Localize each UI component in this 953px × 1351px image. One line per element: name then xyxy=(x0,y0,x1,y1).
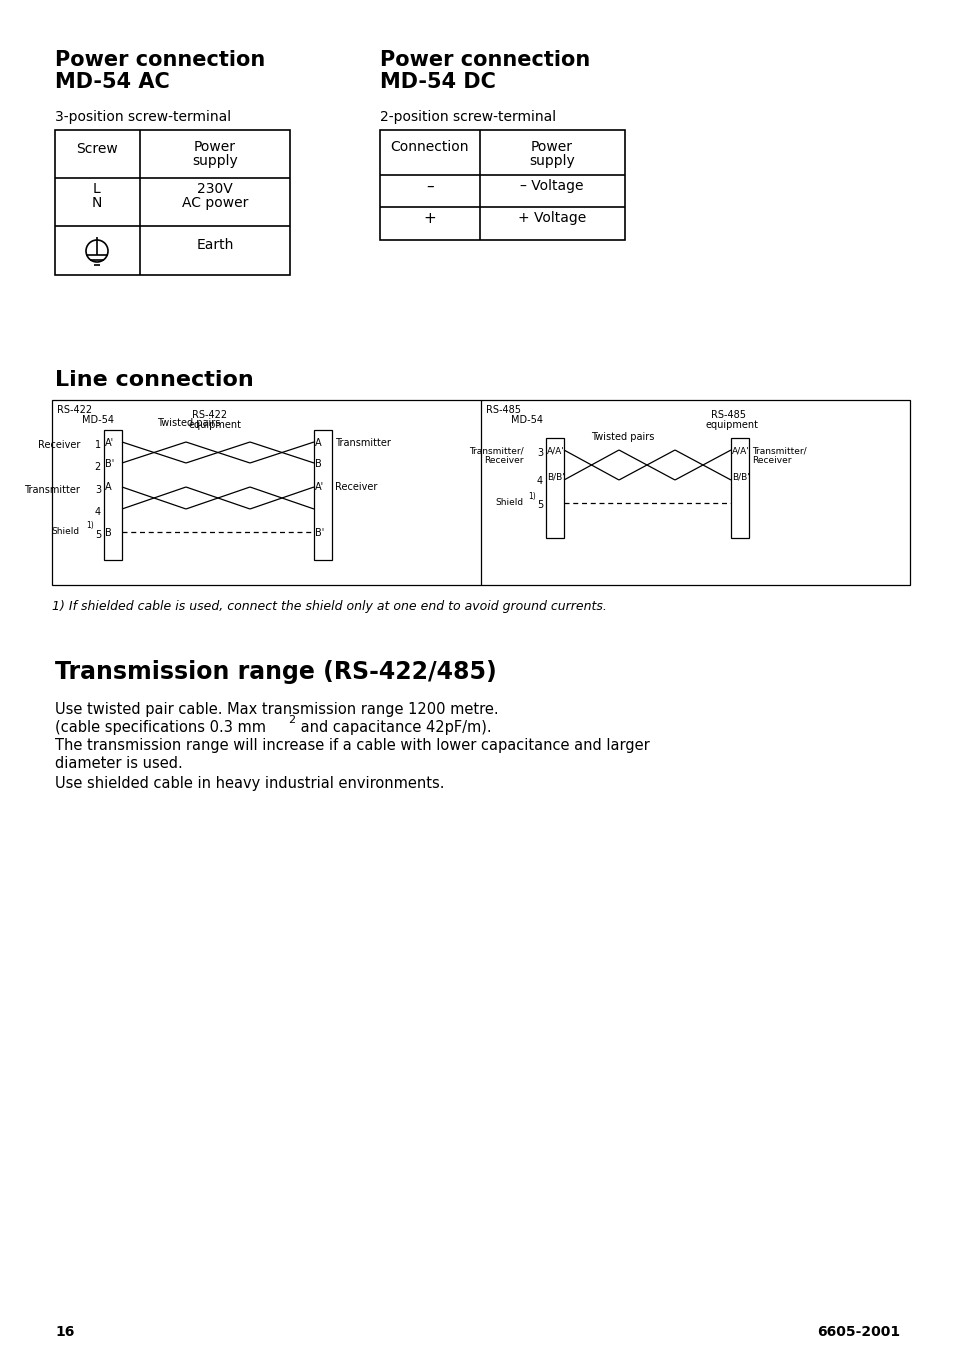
Text: 3-position screw-terminal: 3-position screw-terminal xyxy=(55,109,231,124)
Text: 1: 1 xyxy=(94,440,101,450)
Text: Receiver: Receiver xyxy=(335,482,377,492)
Text: Receiver: Receiver xyxy=(484,457,523,465)
Text: Power connection: Power connection xyxy=(55,50,265,70)
Text: A': A' xyxy=(314,482,324,492)
Text: AC power: AC power xyxy=(182,196,248,209)
Text: Transmission range (RS-422/485): Transmission range (RS-422/485) xyxy=(55,661,497,684)
Text: Transmitter/: Transmitter/ xyxy=(469,446,523,455)
Text: equipment: equipment xyxy=(705,420,759,430)
Text: 4: 4 xyxy=(94,507,101,517)
Text: Use shielded cable in heavy industrial environments.: Use shielded cable in heavy industrial e… xyxy=(55,775,444,790)
Text: RS-485: RS-485 xyxy=(485,405,520,415)
Text: MD-54 AC: MD-54 AC xyxy=(55,72,170,92)
Text: A': A' xyxy=(105,438,114,449)
Polygon shape xyxy=(182,494,190,501)
Text: Line connection: Line connection xyxy=(55,370,253,390)
Text: 1): 1) xyxy=(528,492,536,501)
Text: 3: 3 xyxy=(94,485,101,494)
Text: supply: supply xyxy=(192,154,237,168)
Polygon shape xyxy=(670,462,679,467)
Text: and capacitance 42pF/m).: and capacitance 42pF/m). xyxy=(295,720,491,735)
Text: – Voltage: – Voltage xyxy=(519,178,583,193)
Text: 2: 2 xyxy=(94,462,101,471)
Text: B/B': B/B' xyxy=(731,473,749,482)
Polygon shape xyxy=(246,450,253,455)
Bar xyxy=(55,130,290,276)
Text: B: B xyxy=(314,459,321,469)
Text: 3: 3 xyxy=(537,449,542,458)
Text: diameter is used.: diameter is used. xyxy=(55,757,183,771)
Text: Twisted pairs: Twisted pairs xyxy=(157,417,220,428)
Text: Power: Power xyxy=(193,141,235,154)
Polygon shape xyxy=(246,494,253,501)
Text: A: A xyxy=(314,438,321,449)
Text: 5: 5 xyxy=(537,500,542,509)
Text: A/A': A/A' xyxy=(546,446,564,455)
Text: Power: Power xyxy=(531,141,573,154)
Text: 1) If shielded cable is used, connect the shield only at one end to avoid ground: 1) If shielded cable is used, connect th… xyxy=(52,600,606,613)
Text: Shield: Shield xyxy=(51,527,80,536)
Text: (cable specifications 0.3 mm: (cable specifications 0.3 mm xyxy=(55,720,266,735)
Text: Power connection: Power connection xyxy=(379,50,590,70)
Text: MD-54: MD-54 xyxy=(82,415,113,426)
Text: B: B xyxy=(105,528,112,538)
Bar xyxy=(314,430,332,561)
Text: 16: 16 xyxy=(55,1325,74,1339)
Bar xyxy=(104,430,122,561)
Polygon shape xyxy=(615,462,622,467)
Text: RS-485: RS-485 xyxy=(710,409,745,420)
Text: –: – xyxy=(426,178,434,195)
Text: 2-position screw-terminal: 2-position screw-terminal xyxy=(379,109,556,124)
Text: A: A xyxy=(105,482,112,492)
Text: B': B' xyxy=(314,528,324,538)
Text: Shield: Shield xyxy=(496,499,523,507)
Bar xyxy=(379,130,624,240)
Text: Connection: Connection xyxy=(391,141,469,154)
Text: Transmitter: Transmitter xyxy=(335,438,391,449)
Text: supply: supply xyxy=(529,154,575,168)
Text: A/A': A/A' xyxy=(731,446,749,455)
Text: B': B' xyxy=(105,459,114,469)
Text: 6605-2001: 6605-2001 xyxy=(816,1325,899,1339)
Text: + Voltage: + Voltage xyxy=(517,211,585,226)
Bar xyxy=(730,438,748,538)
Polygon shape xyxy=(182,450,190,455)
Text: Transmitter/: Transmitter/ xyxy=(751,446,806,455)
Bar xyxy=(52,400,909,585)
Text: Use twisted pair cable. Max transmission range 1200 metre.: Use twisted pair cable. Max transmission… xyxy=(55,703,498,717)
Text: L: L xyxy=(93,182,101,196)
Text: The transmission range will increase if a cable with lower capacitance and large: The transmission range will increase if … xyxy=(55,738,649,753)
Text: B/B': B/B' xyxy=(546,473,564,482)
Text: Twisted pairs: Twisted pairs xyxy=(590,432,654,442)
Text: 230V: 230V xyxy=(197,182,233,196)
Text: Receiver: Receiver xyxy=(751,457,791,465)
Text: MD-54 DC: MD-54 DC xyxy=(379,72,496,92)
Text: +: + xyxy=(423,211,436,226)
Text: N: N xyxy=(91,196,102,209)
Text: Earth: Earth xyxy=(196,238,233,253)
Text: equipment: equipment xyxy=(189,420,242,430)
Text: MD-54: MD-54 xyxy=(511,415,542,426)
Bar xyxy=(545,438,563,538)
Text: Screw: Screw xyxy=(76,142,118,155)
Text: RS-422: RS-422 xyxy=(192,409,227,420)
Text: 4: 4 xyxy=(537,476,542,486)
Text: 1): 1) xyxy=(86,521,94,530)
Text: 5: 5 xyxy=(94,530,101,540)
Text: Receiver: Receiver xyxy=(37,440,80,450)
Text: Transmitter: Transmitter xyxy=(24,485,80,494)
Text: 2: 2 xyxy=(288,715,294,725)
Text: RS-422: RS-422 xyxy=(57,405,92,415)
